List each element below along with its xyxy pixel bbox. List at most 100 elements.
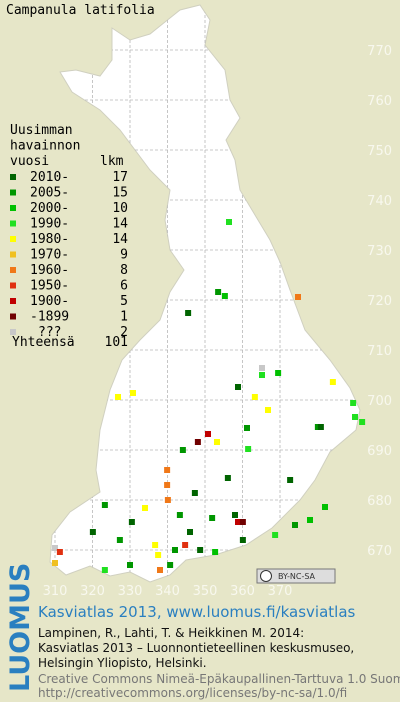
legend-count: 17 <box>112 170 128 185</box>
occurrence <box>251 394 258 400</box>
legend-count: 2 <box>120 325 128 340</box>
occurrence <box>292 522 298 528</box>
occurrence <box>287 477 294 483</box>
legend-label: 2000- <box>30 201 69 216</box>
x-tick-label: 310 <box>43 584 68 599</box>
legend-header: vuosi <box>10 154 49 169</box>
x-tick-label: 360 <box>230 584 255 599</box>
footer-background <box>0 598 400 702</box>
occurrence <box>239 519 246 525</box>
occurrence <box>116 537 123 543</box>
legend-swatch <box>10 282 16 289</box>
occurrence <box>239 537 246 543</box>
legend-swatch <box>10 267 16 273</box>
occurrence <box>130 390 136 396</box>
badge-box <box>256 568 336 584</box>
license-line[interactable]: http://creativecommons.org/licenses/by-n… <box>38 686 347 700</box>
occurrence <box>187 529 193 535</box>
logo: LUOMUS <box>5 563 36 692</box>
y-tick-label: 720 <box>367 294 392 309</box>
occurrence <box>152 542 159 548</box>
legend-count: 5 <box>120 294 128 309</box>
occurrence <box>259 365 265 371</box>
occurrence <box>52 560 58 566</box>
x-tick-label: 340 <box>155 584 180 599</box>
legend-swatch <box>10 220 16 227</box>
legend-count: 10 <box>112 201 128 216</box>
legend-total-label: Yhteensä <box>12 335 75 350</box>
occurrence <box>350 400 357 406</box>
occurrence <box>235 384 241 390</box>
ticks: 310 320 330 340 350 360 370 670 680 690 700 710 720 7… <box>43 44 392 599</box>
legend-label: 1970- <box>30 248 69 263</box>
occurrence <box>191 490 198 496</box>
y-tick-label: 670 <box>367 544 392 559</box>
occurrence <box>142 505 148 511</box>
legend-swatch <box>10 251 16 258</box>
legend-label: ??? <box>38 325 61 340</box>
citation-line: Kasviatlas 2013 – Luonnontieteellinen ke… <box>38 641 354 655</box>
occurrence <box>259 372 265 378</box>
legend-label: 1950- <box>30 279 69 294</box>
occurrence <box>307 517 313 523</box>
legend-label: 1960- <box>30 263 69 278</box>
occurrence <box>197 547 204 553</box>
occurrence <box>157 567 163 573</box>
legend-count-header: lkm <box>100 154 124 169</box>
occurrence <box>164 497 171 503</box>
cc-icon <box>260 570 272 582</box>
legend-total: 101 <box>105 335 128 350</box>
legend-swatch <box>10 329 16 335</box>
occurrence <box>101 502 108 508</box>
occurrence <box>232 512 238 518</box>
y-tick-label: 750 <box>367 144 392 159</box>
legend-count: 6 <box>120 279 128 294</box>
legend-label: 1900- <box>30 294 69 309</box>
legend-count: 9 <box>120 248 128 263</box>
occurrence <box>226 219 232 225</box>
occurrence <box>215 289 222 295</box>
y-tick-label: 690 <box>367 444 392 459</box>
occurrence <box>182 542 189 548</box>
occurrence <box>359 419 366 425</box>
occurrence <box>295 294 301 300</box>
y-tick-label: 700 <box>367 394 392 409</box>
legend-label: 2005- <box>30 186 69 201</box>
occurrence <box>101 567 108 573</box>
footer-link[interactable]: Kasviatlas 2013, www.luomus.fi/kasviatla… <box>38 603 356 621</box>
legend-count: 14 <box>112 217 128 232</box>
y-tick-label: 760 <box>367 94 392 109</box>
occurrence <box>322 504 328 510</box>
legend-count: 1 <box>120 310 128 325</box>
occurrence <box>167 562 174 568</box>
x-tick-label: 350 <box>193 584 218 599</box>
legend-swatch <box>10 174 16 180</box>
occurrence <box>164 467 171 473</box>
occurrence <box>352 414 358 420</box>
occurrence <box>317 424 324 430</box>
y-tick-label: 770 <box>367 44 392 59</box>
x-tick-label: 320 <box>80 584 105 599</box>
legend-swatch <box>10 298 16 304</box>
citation-line: Helsingin Yliopisto, Helsinki. <box>38 656 207 670</box>
y-tick-label: 680 <box>367 494 392 509</box>
occurrence <box>164 482 171 488</box>
legend-header: Uusimman <box>10 123 73 138</box>
legend-count: 15 <box>112 186 128 201</box>
legend-header: havainnon <box>10 139 80 154</box>
legend-swatch <box>10 189 16 196</box>
occurrence <box>185 310 192 316</box>
occurrence <box>244 425 250 431</box>
occurrence <box>194 439 201 445</box>
occurrence <box>265 407 271 413</box>
x-tick-label: 330 <box>118 584 143 599</box>
occurrence <box>128 519 135 525</box>
occurrence <box>212 549 219 555</box>
map-title: Campanula latifolia <box>6 3 155 18</box>
legend-label: 2010- <box>30 170 69 185</box>
y-tick-label: 740 <box>367 194 392 209</box>
points <box>52 219 366 573</box>
occurrence <box>176 512 183 518</box>
legend-swatch <box>10 205 16 211</box>
